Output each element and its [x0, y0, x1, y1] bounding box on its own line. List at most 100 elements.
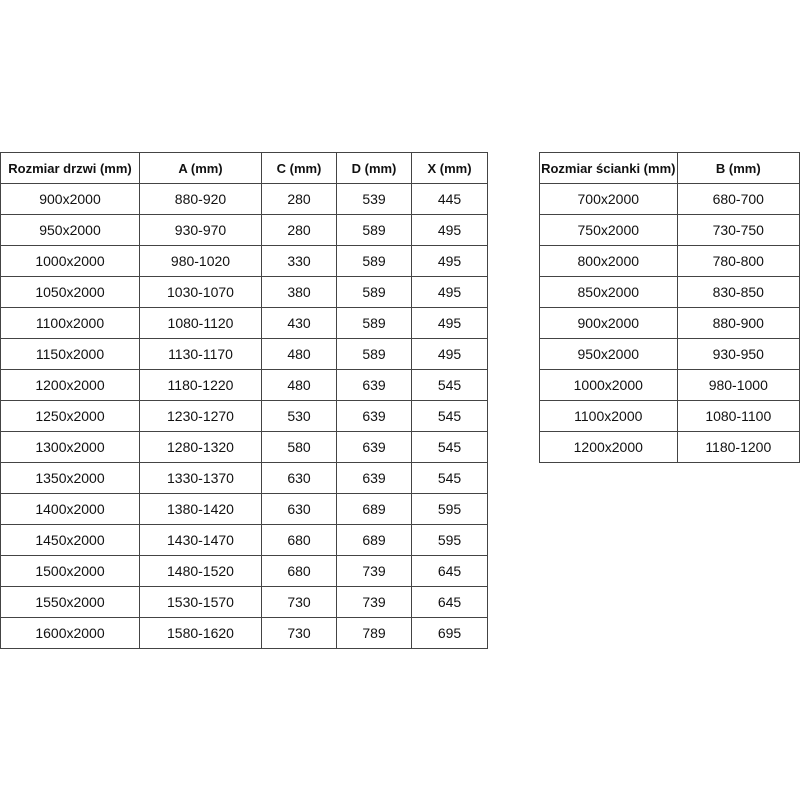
table-cell: 545 — [411, 431, 488, 463]
table-cell: 280 — [261, 214, 337, 246]
table-cell: 480 — [261, 338, 337, 370]
table-cell: 950x2000 — [539, 338, 678, 370]
table-row: 800x2000 780-800 — [539, 245, 800, 277]
table-cell: 750x2000 — [539, 214, 678, 246]
table-cell: 545 — [411, 462, 488, 494]
table-cell: 589 — [336, 307, 412, 339]
table-cell: 645 — [411, 555, 488, 587]
table-cell: 495 — [411, 338, 488, 370]
table-cell: 930-970 — [139, 214, 262, 246]
table-cell: 680 — [261, 555, 337, 587]
door-size-table: Rozmiar drzwi (mm) A (mm) C (mm) D (mm) X (m… — [0, 152, 488, 649]
table-cell: 689 — [336, 524, 412, 556]
column-header: A (mm) — [139, 152, 262, 184]
table-cell: 1330-1370 — [139, 462, 262, 494]
table-cell: 589 — [336, 214, 412, 246]
table-cell: 495 — [411, 214, 488, 246]
table-cell: 1300x2000 — [0, 431, 140, 463]
table-row: 1000x2000 980-1020 330 589 495 — [0, 245, 488, 277]
table-cell: 580 — [261, 431, 337, 463]
table-cell: 1430-1470 — [139, 524, 262, 556]
column-header: C (mm) — [261, 152, 337, 184]
table-cell: 545 — [411, 400, 488, 432]
table-cell: 639 — [336, 400, 412, 432]
table-cell: 495 — [411, 276, 488, 308]
table-cell: 1180-1200 — [676, 431, 800, 463]
table-row: 1050x2000 1030-1070 380 589 495 — [0, 276, 488, 308]
table-cell: 739 — [336, 586, 412, 618]
column-header: Rozmiar ścianki (mm) — [539, 152, 678, 184]
table-cell: 1000x2000 — [0, 245, 140, 277]
table-cell: 880-920 — [139, 183, 262, 215]
table-cell: 780-800 — [676, 245, 800, 277]
table-row: 1150x2000 1130-1170 480 589 495 — [0, 338, 488, 370]
table-cell: 595 — [411, 524, 488, 556]
table-cell: 430 — [261, 307, 337, 339]
table-cell: 589 — [336, 338, 412, 370]
table-row: 950x2000 930-950 — [539, 338, 800, 370]
table-cell: 695 — [411, 617, 488, 649]
column-header: X (mm) — [411, 152, 488, 184]
table-cell: 980-1020 — [139, 245, 262, 277]
table-cell: 1150x2000 — [0, 338, 140, 370]
table-row: 850x2000 830-850 — [539, 276, 800, 308]
table-cell: 545 — [411, 369, 488, 401]
table-cell: 730-750 — [676, 214, 800, 246]
table-cell: 900x2000 — [539, 307, 678, 339]
table-cell: 1180-1220 — [139, 369, 262, 401]
table-cell: 1100x2000 — [0, 307, 140, 339]
table-cell: 630 — [261, 462, 337, 494]
table-cell: 630 — [261, 493, 337, 525]
table-row: 1600x2000 1580-1620 730 789 695 — [0, 617, 488, 649]
table-cell: 1280-1320 — [139, 431, 262, 463]
table-cell: 530 — [261, 400, 337, 432]
column-header: D (mm) — [336, 152, 412, 184]
table-cell: 495 — [411, 245, 488, 277]
column-header: Rozmiar drzwi (mm) — [0, 152, 140, 184]
table-row: 1300x2000 1280-1320 580 639 545 — [0, 431, 488, 463]
table-cell: 1080-1120 — [139, 307, 262, 339]
table-cell: 680-700 — [676, 183, 800, 215]
table-cell: 730 — [261, 586, 337, 618]
table-row: 1350x2000 1330-1370 630 639 545 — [0, 462, 488, 494]
table-cell: 1400x2000 — [0, 493, 140, 525]
table-cell: 480 — [261, 369, 337, 401]
table-cell: 1050x2000 — [0, 276, 140, 308]
table-cell: 280 — [261, 183, 337, 215]
table-cell: 850x2000 — [539, 276, 678, 308]
column-header: B (mm) — [676, 152, 800, 184]
table-row: 750x2000 730-750 — [539, 214, 800, 246]
table-cell: 1580-1620 — [139, 617, 262, 649]
table-cell: 330 — [261, 245, 337, 277]
table-cell: 595 — [411, 493, 488, 525]
table-row: 1400x2000 1380-1420 630 689 595 — [0, 493, 488, 525]
table-row: 1250x2000 1230-1270 530 639 545 — [0, 400, 488, 432]
table-row: 1100x2000 1080-1100 — [539, 400, 800, 432]
table-cell: 1130-1170 — [139, 338, 262, 370]
table-row: 1000x2000 980-1000 — [539, 369, 800, 401]
table-cell: 1230-1270 — [139, 400, 262, 432]
table-cell: 445 — [411, 183, 488, 215]
table-row: 700x2000 680-700 — [539, 183, 800, 215]
table-cell: 880-900 — [676, 307, 800, 339]
table-cell: 1000x2000 — [539, 369, 678, 401]
table-cell: 1080-1100 — [676, 400, 800, 432]
table-cell: 639 — [336, 369, 412, 401]
table-row: 1200x2000 1180-1200 — [539, 431, 800, 463]
table-cell: 380 — [261, 276, 337, 308]
table-row: 1500x2000 1480-1520 680 739 645 — [0, 555, 488, 587]
table-cell: 1100x2000 — [539, 400, 678, 432]
table-cell: 539 — [336, 183, 412, 215]
table-row: 1450x2000 1430-1470 680 689 595 — [0, 524, 488, 556]
table-cell: 980-1000 — [676, 369, 800, 401]
table-cell: 1250x2000 — [0, 400, 140, 432]
wall-table-header: Rozmiar ścianki (mm) B (mm) — [539, 152, 800, 184]
table-cell: 1380-1420 — [139, 493, 262, 525]
table-cell: 739 — [336, 555, 412, 587]
table-row: 1100x2000 1080-1120 430 589 495 — [0, 307, 488, 339]
table-cell: 680 — [261, 524, 337, 556]
table-cell: 800x2000 — [539, 245, 678, 277]
table-cell: 1550x2000 — [0, 586, 140, 618]
table-cell: 900x2000 — [0, 183, 140, 215]
table-cell: 700x2000 — [539, 183, 678, 215]
